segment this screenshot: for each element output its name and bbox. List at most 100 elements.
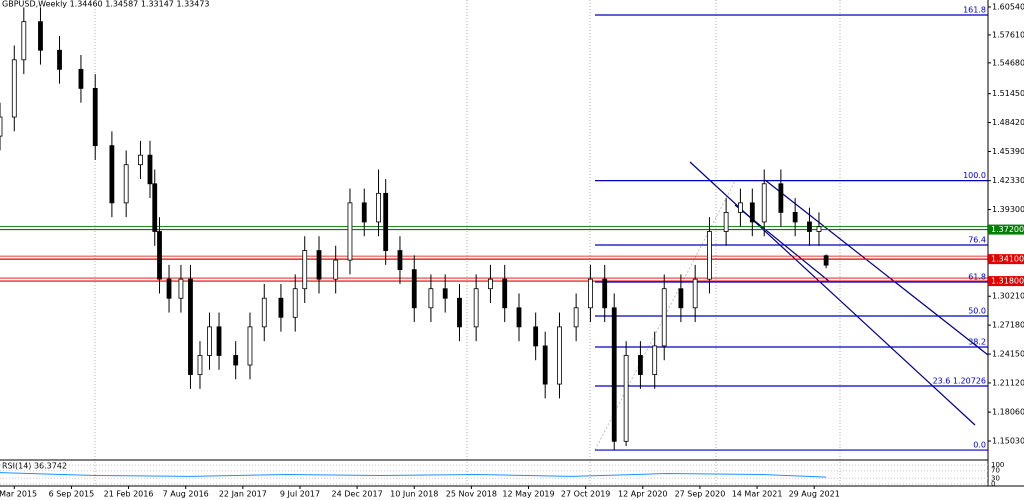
candle-body (602, 278, 608, 309)
fib-label: 76.4 (968, 236, 986, 245)
candle-body (178, 278, 184, 299)
y-tick-label: 1.51450 (992, 89, 1024, 98)
candle-body (807, 221, 812, 232)
y-tick-label: 1.15030 (992, 437, 1024, 446)
candle-body (78, 68, 84, 89)
candle-body (623, 355, 629, 442)
fib-label: 23.6 1.20726 (933, 376, 986, 385)
rsi-tick-label: 100 (991, 461, 1004, 469)
candle-body (316, 250, 322, 280)
candle-body (197, 355, 203, 375)
x-tick-label: 2 Mar 2015 (0, 490, 37, 499)
candle-body (516, 307, 522, 328)
candle-body (816, 226, 822, 232)
y-tick-label: 1.39300 (992, 205, 1024, 214)
fib-label: 50.0 (968, 306, 986, 315)
candle-body (333, 259, 339, 280)
candle-body (92, 88, 98, 147)
candle-body (152, 183, 158, 232)
candle-body (361, 202, 367, 223)
candle-body (11, 59, 17, 118)
x-tick-label: 21 Feb 2016 (104, 490, 154, 499)
x-tick-label: 29 Aug 2021 (789, 490, 840, 499)
level-label: 1.34100 (991, 255, 1024, 264)
candle-body (21, 21, 27, 61)
y-tick-label: 1.30210 (992, 292, 1024, 301)
candle-body (216, 326, 222, 356)
fib-label: 100.0 (963, 171, 986, 180)
candle-body (57, 49, 62, 70)
y-tick-label: 1.60540 (992, 2, 1024, 11)
y-tick-label: 1.54680 (992, 58, 1024, 67)
x-tick-label: 9 Jul 2017 (280, 490, 320, 499)
candle-body (557, 326, 562, 385)
rsi-line (0, 472, 827, 478)
candle-body (383, 192, 389, 251)
candle-body (147, 154, 153, 185)
y-tick-label: 1.21120 (992, 378, 1024, 387)
plot-layer: 161.8 100.0 76.4 61.8 50.0 38.2 23.6 1.20726 0.… (0, 5, 988, 451)
x-tick-label: 12 Apr 2020 (618, 490, 667, 499)
y-tick-label: 1.18060 (992, 408, 1024, 417)
candle-body (723, 212, 729, 232)
candle-body (473, 288, 479, 328)
y-tick-label: 1.27180 (992, 321, 1024, 330)
fib-label: 161.8 (963, 5, 986, 14)
candle-body (638, 355, 643, 375)
candle-body (411, 269, 417, 309)
candle-body (428, 288, 434, 309)
y-tick-label: 1.48420 (992, 118, 1024, 127)
candle-body (166, 278, 172, 299)
candle-body (347, 202, 353, 261)
candle-body (823, 255, 829, 266)
vertical-grid (94, 0, 841, 486)
candle-body (233, 355, 239, 366)
x-tick-label: 7 Aug 2016 (163, 490, 209, 499)
candle-body (692, 278, 698, 309)
candle-body (157, 231, 162, 280)
candle-body (123, 164, 129, 204)
candle-body (397, 250, 403, 271)
level-label: 1.31800 (991, 277, 1024, 286)
candle-body (488, 278, 493, 290)
y-tick-label: 1.24150 (992, 350, 1024, 359)
rsi-tick-label: 70 (991, 467, 1000, 475)
rsi-tick-label: 0 (991, 480, 995, 488)
level-box (988, 276, 1024, 287)
candle-body (457, 297, 462, 328)
candle-body (278, 297, 284, 318)
level-label: 1.37200 (991, 225, 1024, 234)
x-tick-label: 12 May 2019 (502, 490, 554, 499)
candle-body (678, 288, 684, 309)
level-box (988, 254, 1024, 265)
candle-body (0, 116, 3, 137)
chart-title: GBPUSD,Weekly 1.34460 1.34587 1.33147 1.… (2, 0, 210, 9)
x-tick-label: 24 Dec 2017 (332, 490, 383, 499)
candle-body (207, 326, 212, 356)
candle-body (247, 326, 253, 366)
fib-label: 38.2 (968, 337, 986, 346)
rsi-title: RSI(14) 36.3742 (2, 462, 67, 471)
candle-body (188, 278, 193, 375)
y-tick-label: 1.42330 (992, 176, 1024, 185)
candle-body (611, 307, 617, 442)
channel-line (689, 161, 976, 426)
candle-body (261, 297, 267, 328)
y-tick-label: 1.45390 (992, 147, 1024, 156)
level-box (988, 224, 1024, 235)
candle-body (573, 307, 579, 328)
fib-base (594, 180, 736, 451)
x-tick-label: 6 Sep 2015 (49, 490, 95, 499)
candle-body (761, 183, 767, 223)
x-tick-label: 25 Nov 2018 (446, 490, 497, 499)
candle-body (661, 288, 667, 347)
candle-body (533, 326, 539, 347)
candle-body (302, 250, 308, 290)
candle-body (542, 345, 548, 385)
fib-label: 0.0 (973, 441, 986, 450)
channel-line (764, 179, 989, 356)
x-tick-label: 22 Jan 2017 (219, 490, 267, 499)
candle-body (109, 145, 115, 204)
